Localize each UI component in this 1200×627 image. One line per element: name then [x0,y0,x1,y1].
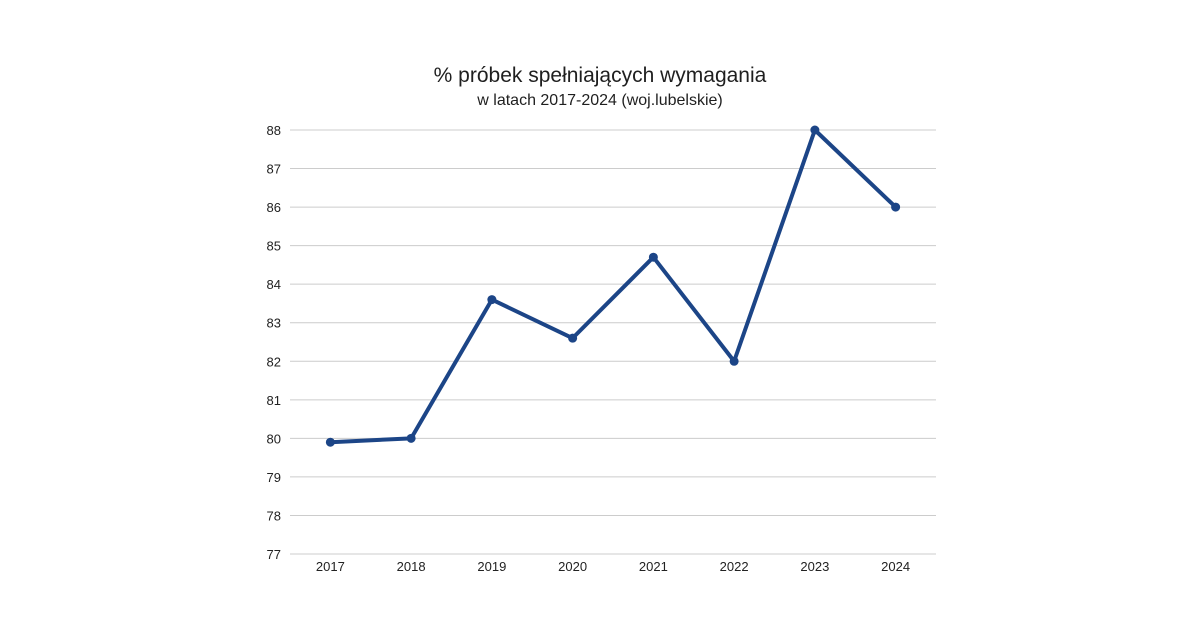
chart-subtitle: w latach 2017-2024 (woj.lubelskie) [477,92,723,109]
y-tick-label: 86 [267,200,281,215]
data-point-2021 [648,252,658,262]
x-tick-label: 2020 [558,559,587,574]
x-tick-label: 2023 [800,559,829,574]
data-point-2019 [487,295,497,305]
data-point-2024 [891,202,901,212]
data-point-2017 [325,437,335,447]
x-tick-label: 2019 [477,559,506,574]
y-tick-label: 83 [267,316,281,331]
y-tick-label: 80 [267,431,281,446]
x-tick-label: 2024 [881,559,910,574]
data-point-2023 [810,125,820,135]
chart-title: % próbek spełniających wymagania [433,64,767,87]
y-tick-label: 85 [267,239,281,254]
data-point-2020 [568,333,578,343]
x-tick-label: 2018 [397,559,426,574]
x-tick-label: 2021 [639,559,668,574]
y-tick-label: 79 [267,470,281,485]
data-point-2018 [406,433,416,443]
x-tick-label: 2022 [720,559,749,574]
y-tick-label: 78 [267,508,281,523]
y-tick-label: 77 [267,547,281,562]
y-tick-label: 81 [267,393,281,408]
y-tick-label: 84 [267,277,281,292]
y-tick-label: 87 [267,162,281,177]
data-point-2022 [729,356,739,366]
series-line [328,128,898,445]
x-tick-label: 2017 [316,559,345,574]
y-tick-label: 88 [267,123,281,138]
y-tick-label: 82 [267,354,281,369]
